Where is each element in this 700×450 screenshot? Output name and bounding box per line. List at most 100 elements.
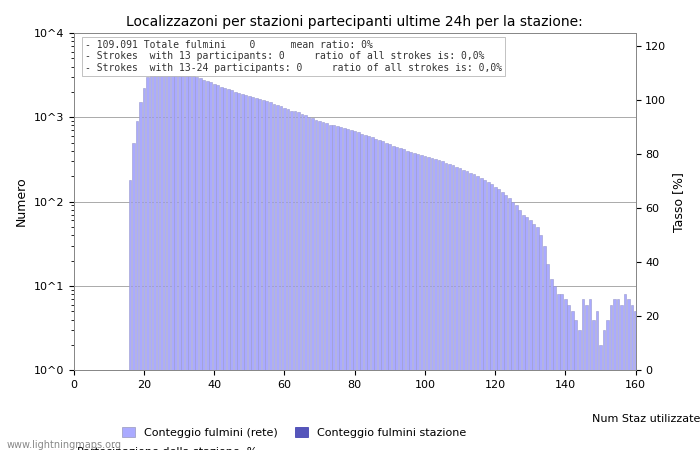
Bar [230, 90, 233, 450]
Bar [606, 320, 609, 450]
Bar [300, 114, 303, 450]
Bar [547, 265, 550, 450]
Bar [571, 311, 574, 450]
Bar [364, 135, 367, 450]
Bar [413, 153, 416, 450]
Y-axis label: Tasso [%]: Tasso [%] [672, 171, 685, 232]
Bar [452, 165, 454, 450]
Bar [564, 299, 567, 450]
Bar [554, 286, 556, 450]
Bar [476, 176, 479, 450]
Bar [483, 180, 486, 450]
Bar [511, 202, 514, 450]
Bar [206, 81, 209, 450]
Bar [596, 311, 598, 450]
Bar [188, 75, 191, 450]
Bar [164, 62, 167, 450]
Bar [430, 158, 433, 450]
Text: - 109.091 Totale fulmini    0      mean ratio: 0%
- Strokes  with 13 participant: - 109.091 Totale fulmini 0 mean ratio: 0… [85, 40, 502, 73]
Bar [283, 108, 286, 450]
Bar [599, 345, 602, 450]
Bar [473, 175, 475, 450]
Bar [624, 294, 626, 450]
Bar [395, 147, 398, 450]
Bar [255, 98, 258, 450]
Bar [265, 101, 268, 450]
Bar [143, 88, 146, 450]
Bar [213, 84, 216, 450]
Bar [575, 320, 577, 450]
Bar [522, 215, 524, 450]
Bar [220, 87, 223, 450]
Bar [248, 96, 251, 450]
Bar [497, 189, 500, 450]
Bar [389, 144, 391, 450]
Bar [434, 159, 437, 450]
Bar [455, 166, 458, 450]
Bar [357, 132, 360, 450]
Bar [139, 103, 142, 450]
Bar [444, 162, 447, 450]
Bar [272, 104, 275, 450]
Bar [490, 184, 493, 450]
Bar [311, 118, 314, 450]
Bar [466, 171, 468, 450]
Bar [276, 105, 279, 450]
Bar [157, 62, 160, 450]
Title: Localizzazoni per stazioni partecipanti ultime 24h per la stazione:: Localizzazoni per stazioni partecipanti … [126, 15, 583, 29]
Bar [304, 116, 307, 450]
Bar [406, 151, 409, 450]
Bar [185, 73, 188, 450]
Bar [627, 299, 630, 450]
Bar [146, 77, 149, 450]
Y-axis label: Numero: Numero [15, 177, 28, 226]
Bar [469, 173, 472, 450]
Bar [610, 305, 612, 450]
Bar [227, 89, 230, 450]
Bar [540, 235, 542, 450]
Bar [368, 136, 370, 450]
Bar [613, 299, 616, 450]
Bar [458, 168, 461, 450]
Bar [178, 69, 181, 450]
Bar [234, 92, 237, 450]
Bar [392, 146, 395, 450]
Bar [209, 82, 212, 450]
Bar [543, 246, 546, 450]
Bar [514, 206, 517, 450]
Bar [410, 152, 412, 450]
Bar [160, 61, 163, 450]
Bar [244, 95, 247, 450]
Bar [529, 220, 532, 450]
Bar [297, 112, 300, 450]
Bar [641, 299, 644, 450]
Bar [585, 305, 588, 450]
Bar [318, 121, 321, 450]
Bar [399, 148, 402, 450]
Bar [192, 76, 195, 450]
Bar [315, 120, 318, 450]
Bar [441, 162, 444, 450]
Bar [378, 140, 381, 450]
Bar [336, 126, 339, 450]
Bar [508, 198, 510, 450]
Bar [427, 157, 430, 450]
Bar [402, 149, 405, 450]
Bar [438, 160, 440, 450]
Bar [420, 155, 423, 450]
Bar [258, 99, 261, 450]
Bar [360, 134, 363, 450]
Bar [638, 294, 640, 450]
Bar [374, 139, 377, 450]
Bar [290, 111, 293, 450]
Bar [216, 85, 219, 450]
Bar [340, 127, 342, 450]
Bar [332, 126, 335, 450]
Bar [494, 187, 496, 450]
Bar [500, 192, 503, 450]
Bar [557, 294, 560, 450]
Bar [518, 210, 521, 450]
Bar [346, 129, 349, 450]
Bar [568, 305, 570, 450]
Bar [286, 109, 289, 450]
